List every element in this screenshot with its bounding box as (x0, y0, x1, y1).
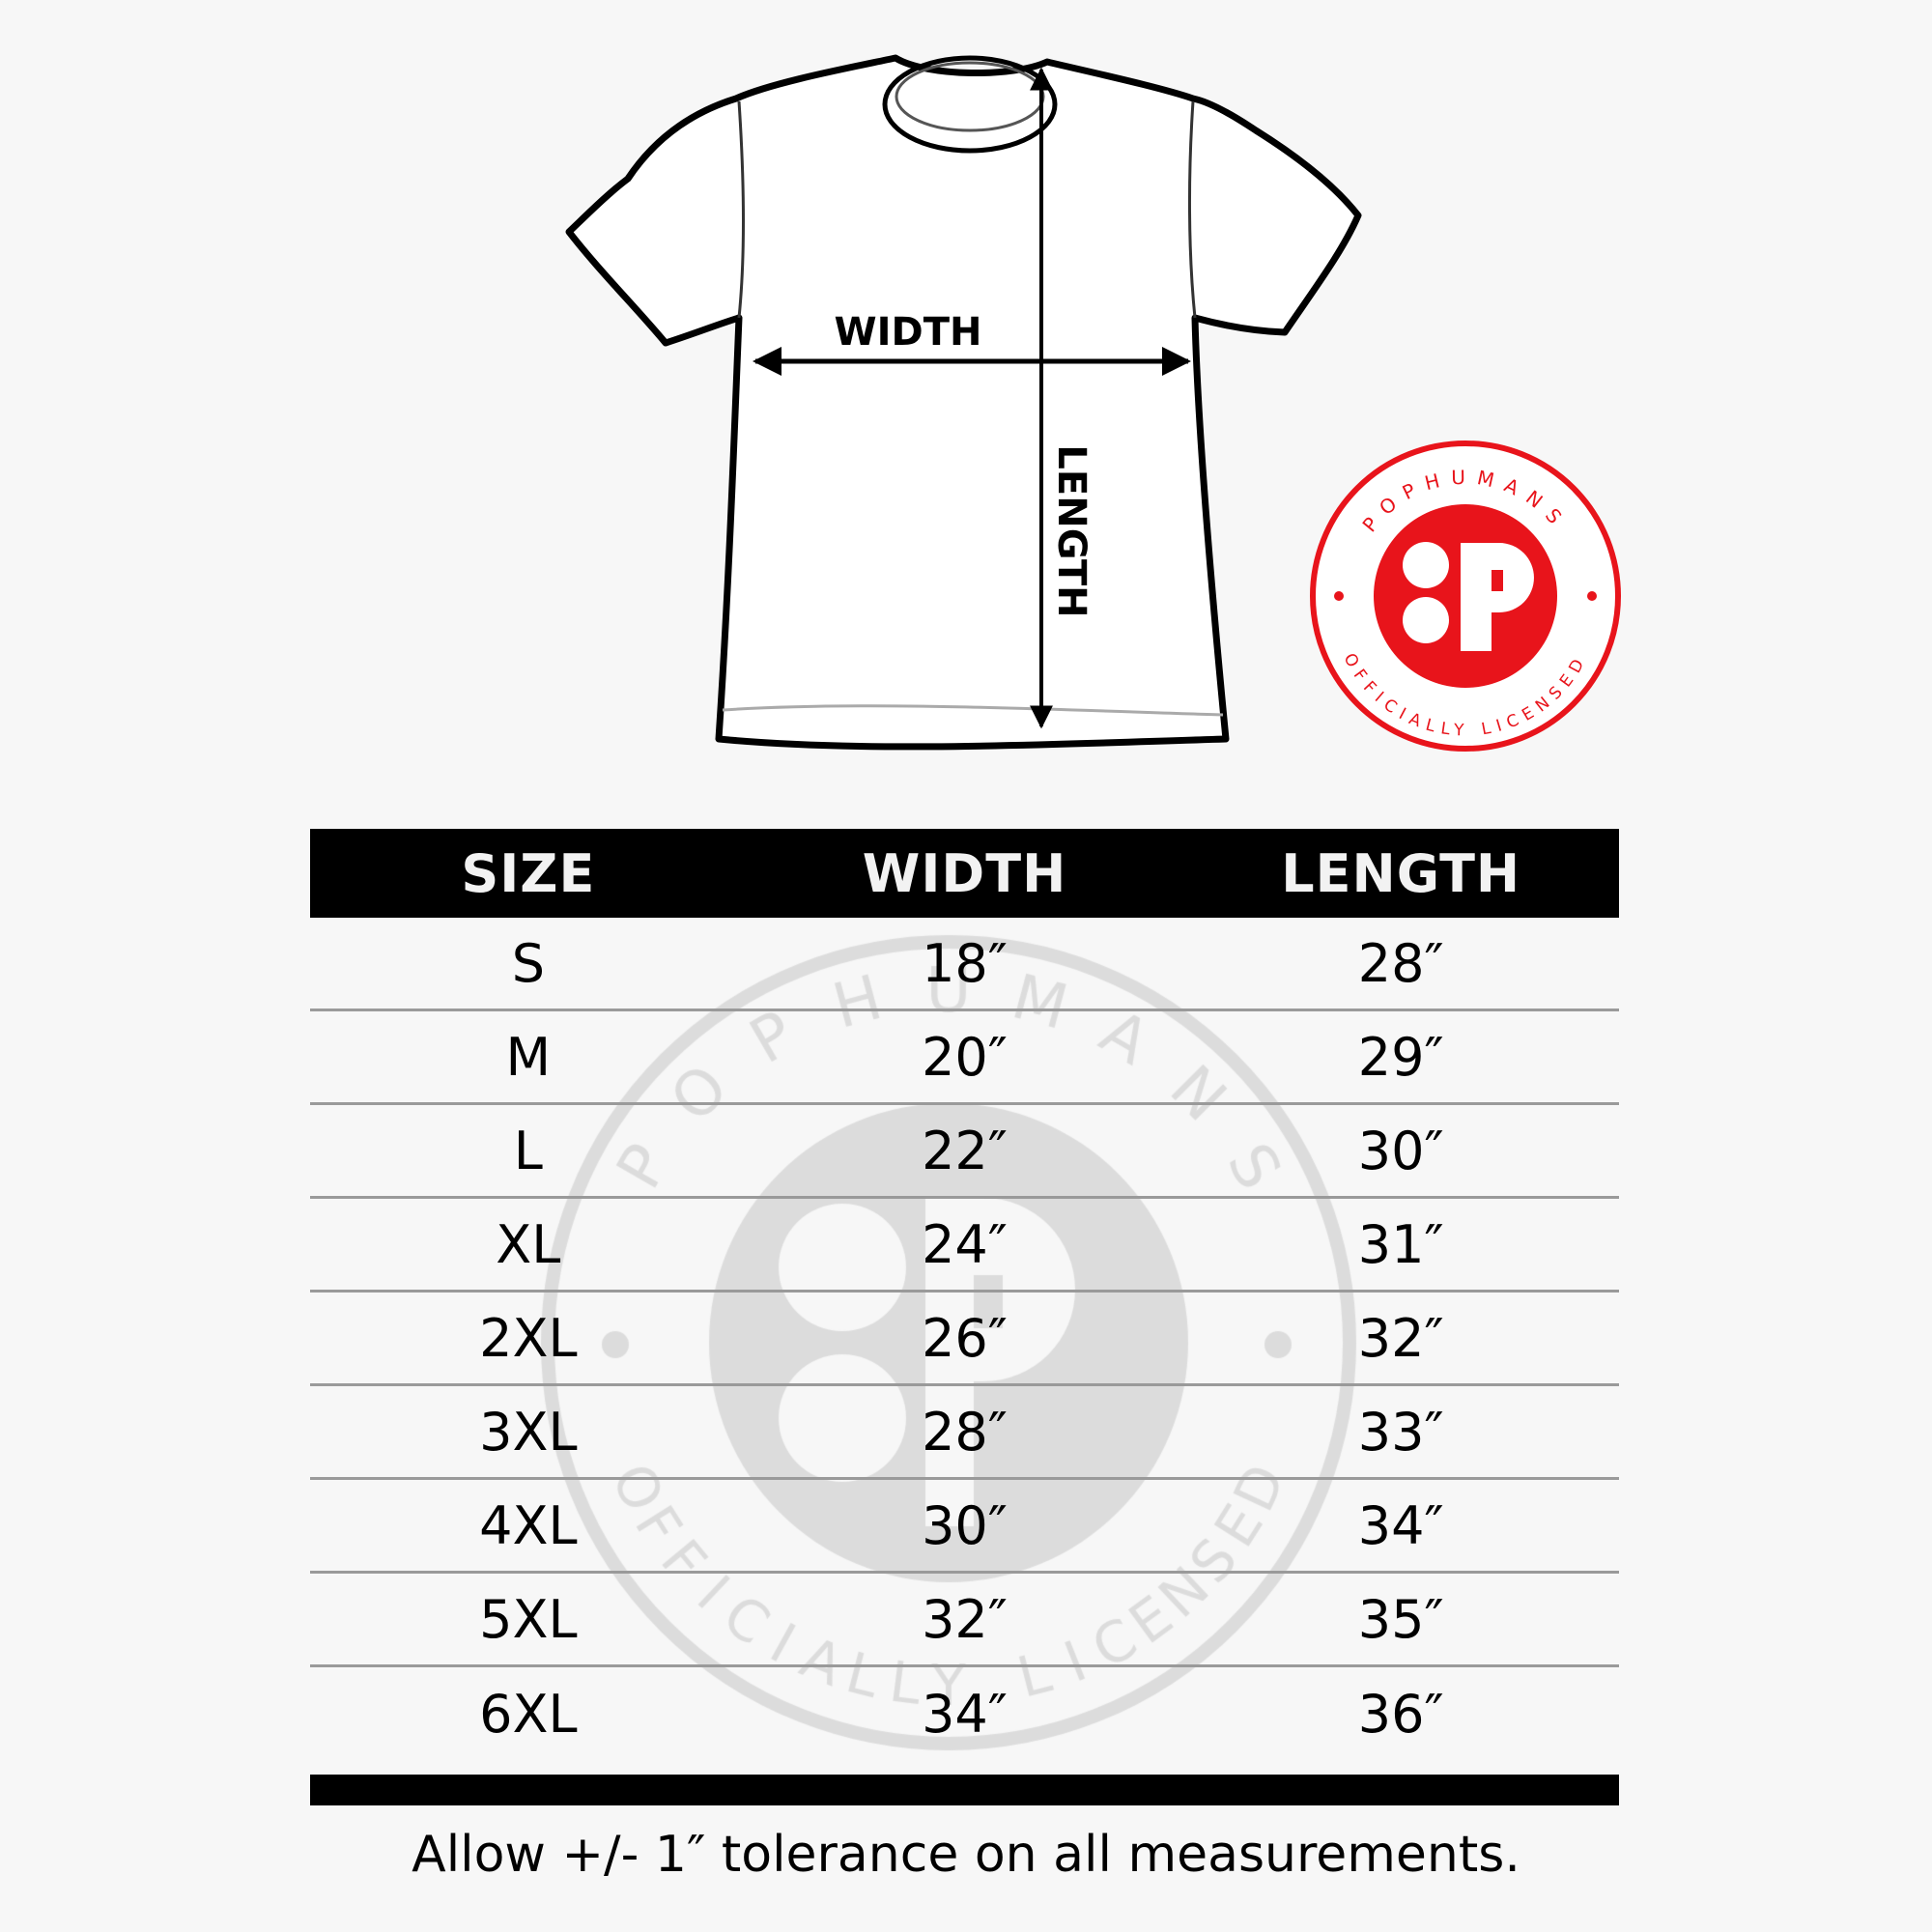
cell-width: 22″ (922, 1120, 1008, 1181)
cell-length: 32″ (1357, 1307, 1444, 1369)
cell-length: 31″ (1357, 1213, 1444, 1275)
table-row: XL 24″ 31″ (310, 1199, 1619, 1293)
table-row: L 22″ 30″ (310, 1105, 1619, 1199)
cell-length: 29″ (1357, 1026, 1444, 1088)
cell-width: 20″ (922, 1026, 1008, 1088)
cell-width: 26″ (922, 1307, 1008, 1369)
cell-width: 32″ (922, 1588, 1008, 1650)
table-row: 5XL 32″ 35″ (310, 1574, 1619, 1667)
cell-width: 18″ (922, 932, 1008, 994)
tolerance-note: Allow +/- 1″ tolerance on all measuremen… (412, 1826, 1520, 1884)
table-row: 4XL 30″ 34″ (310, 1480, 1619, 1574)
header-width: WIDTH (862, 842, 1067, 904)
cell-size: 5XL (479, 1588, 578, 1650)
cell-length: 35″ (1357, 1588, 1444, 1650)
cell-width: 28″ (922, 1401, 1008, 1463)
table-body: S 18″ 28″ M 20″ 29″ L 22″ 30″ XL 24″ 31″ 2XL 26″ 32″ 3X… (310, 918, 1619, 1761)
officially-licensed-badge: POPHUMANS OFFICIALLY LICENSED (1310, 440, 1621, 752)
cell-length: 30″ (1357, 1120, 1444, 1181)
tshirt-diagram: WIDTH LENGTH (565, 54, 1362, 751)
table-row: M 20″ 29″ (310, 1011, 1619, 1105)
cell-size: 2XL (479, 1307, 578, 1369)
cell-length: 36″ (1357, 1684, 1444, 1745)
cell-width: 30″ (922, 1494, 1008, 1556)
cell-size: XL (496, 1213, 561, 1275)
cell-size: S (511, 932, 545, 994)
size-chart-table: SIZE WIDTH LENGTH S 18″ 28″ M 20″ 29″ L 22″ 30″ X… (310, 829, 1619, 1761)
cell-length: 34″ (1357, 1494, 1444, 1556)
cell-width: 34″ (922, 1684, 1008, 1745)
table-header: SIZE WIDTH LENGTH (310, 829, 1619, 918)
cell-width: 24″ (922, 1213, 1008, 1275)
length-label: LENGTH (1049, 444, 1094, 617)
table-bottom-bar (310, 1775, 1619, 1805)
cell-size: L (513, 1120, 543, 1181)
table-row: S 18″ 28″ (310, 918, 1619, 1011)
table-row: 3XL 28″ 33″ (310, 1386, 1619, 1480)
table-row: 6XL 34″ 36″ (310, 1667, 1619, 1761)
header-size: SIZE (461, 842, 596, 904)
cell-size: 4XL (479, 1494, 578, 1556)
cell-size: 6XL (479, 1684, 578, 1745)
cell-length: 33″ (1357, 1401, 1444, 1463)
width-label: WIDTH (835, 310, 982, 355)
header-length: LENGTH (1281, 842, 1521, 904)
cell-length: 28″ (1357, 932, 1444, 994)
cell-size: 3XL (479, 1401, 578, 1463)
cell-size: M (505, 1026, 552, 1088)
table-row: 2XL 26″ 32″ (310, 1293, 1619, 1386)
